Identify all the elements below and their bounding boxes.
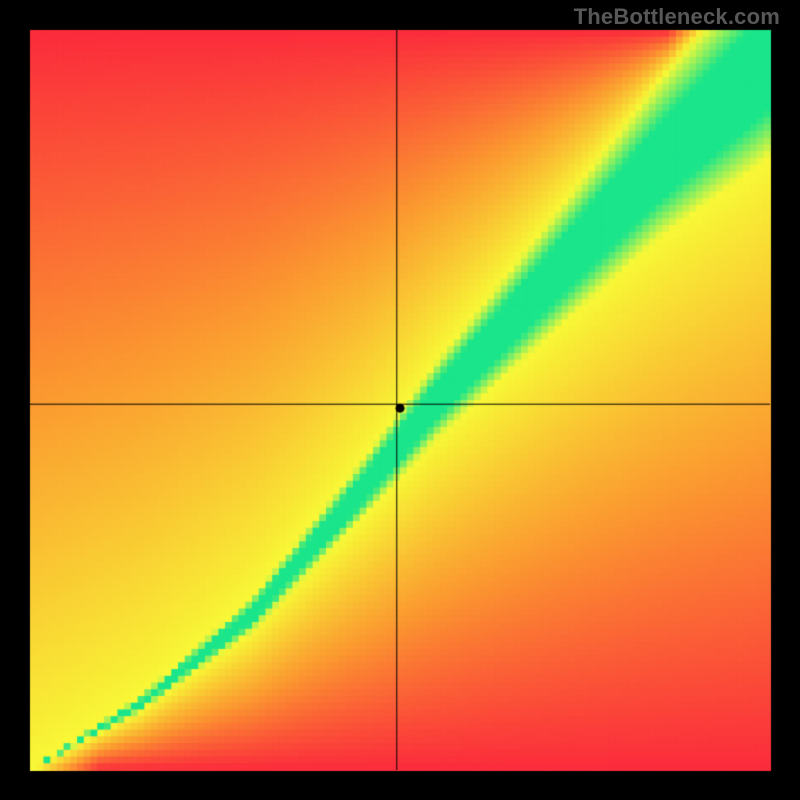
- heatmap-canvas: [0, 0, 800, 800]
- watermark-text: TheBottleneck.com: [574, 4, 780, 30]
- chart-container: TheBottleneck.com: [0, 0, 800, 800]
